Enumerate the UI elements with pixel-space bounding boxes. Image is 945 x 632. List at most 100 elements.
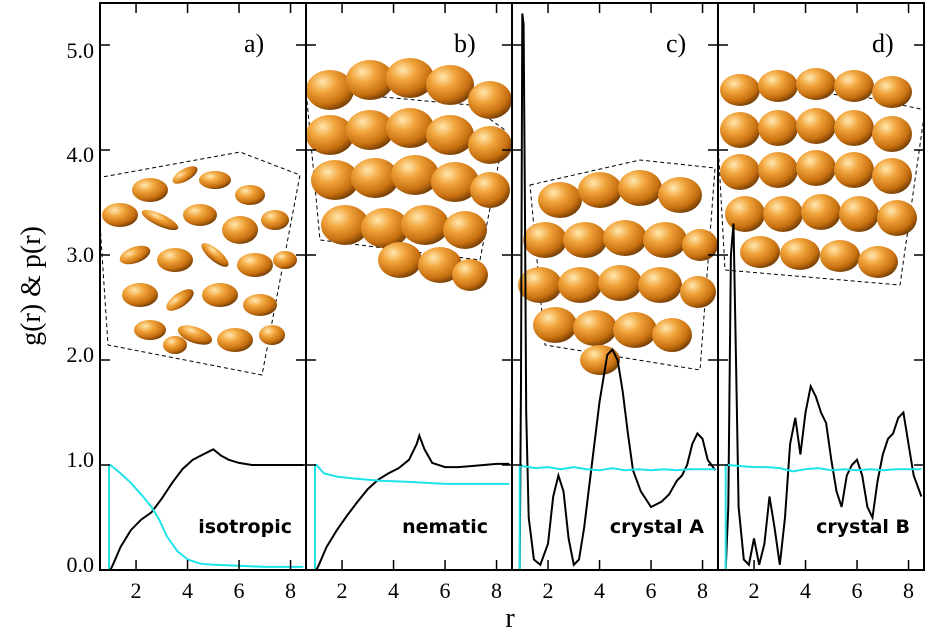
particle <box>122 283 158 307</box>
x-axis-title: r <box>505 603 515 632</box>
particle-snapshot-nematic <box>306 58 512 291</box>
particle <box>119 245 151 265</box>
particle <box>796 150 836 186</box>
particle <box>533 307 577 343</box>
x-tick-label: 2 <box>131 578 142 603</box>
particle <box>801 194 841 230</box>
particle <box>132 178 168 202</box>
particle <box>720 154 760 190</box>
particle <box>199 171 231 189</box>
particle <box>386 108 434 148</box>
particle <box>652 318 692 352</box>
y-tick-label: 2.0 <box>67 342 95 367</box>
particle <box>580 345 620 375</box>
particle <box>613 312 657 348</box>
panel-label-b: b) <box>454 29 476 58</box>
particle <box>740 236 780 268</box>
particle <box>235 185 265 205</box>
particle <box>172 166 198 184</box>
particle <box>820 240 860 272</box>
particle <box>538 182 582 218</box>
particle <box>183 204 217 226</box>
particle <box>872 76 912 108</box>
phase-label-c: crystal A <box>610 516 704 538</box>
particle <box>163 336 187 354</box>
particle <box>763 196 803 232</box>
p-curve-a <box>108 464 304 570</box>
particle <box>177 325 213 345</box>
particle <box>468 126 512 164</box>
x-tick-label: 8 <box>285 578 296 603</box>
particle <box>222 216 258 244</box>
simulation-box <box>100 151 301 376</box>
x-tick-label: 8 <box>903 578 914 603</box>
particle <box>201 243 229 267</box>
particle <box>386 58 434 98</box>
particle <box>578 172 622 208</box>
x-tick-label: 6 <box>852 578 863 603</box>
particle <box>141 209 179 231</box>
particle <box>321 205 369 245</box>
particle <box>468 81 512 119</box>
g-curve-c <box>518 13 717 571</box>
particle <box>157 248 193 272</box>
particle <box>758 70 798 102</box>
particle <box>720 112 760 148</box>
particle <box>243 294 277 316</box>
x-tick-label: 4 <box>594 578 605 603</box>
particle <box>443 211 487 249</box>
particle <box>523 222 567 258</box>
particle <box>391 155 439 195</box>
y-tick-label: 4.0 <box>67 142 95 167</box>
x-tick-label: 2 <box>749 578 760 603</box>
particle <box>877 200 917 236</box>
particle <box>426 65 474 105</box>
particle <box>858 246 898 278</box>
particle <box>658 177 702 213</box>
particle <box>598 265 642 301</box>
x-tick-label: 6 <box>646 578 657 603</box>
particle <box>758 152 798 188</box>
x-tick-labels: 2 4 6 8 2 4 6 8 2 4 6 8 2 4 6 8 <box>131 578 914 603</box>
x-tick-label: 2 <box>337 578 348 603</box>
simulation-box <box>718 87 924 286</box>
phase-label-a: isotropic <box>198 516 292 538</box>
panel-label-a: a) <box>244 29 264 58</box>
particle <box>680 276 716 308</box>
particle <box>682 229 718 261</box>
particle <box>217 328 253 352</box>
particle <box>102 203 138 227</box>
panel-frame <box>717 2 925 571</box>
particle <box>839 196 879 232</box>
p-curve-d <box>724 464 922 570</box>
p-curve-c <box>518 463 716 570</box>
x-tick-label: 4 <box>182 578 193 603</box>
particle <box>618 170 662 206</box>
x-tick-label: 8 <box>491 578 502 603</box>
y-tick-label: 5.0 <box>67 38 95 63</box>
particle-snapshot-crystal-a <box>518 159 718 375</box>
particle <box>758 110 798 146</box>
y-tick-label: 3.0 <box>67 242 95 267</box>
panel-c: c) crystal A <box>518 13 718 571</box>
g-curve-d <box>724 223 923 571</box>
phase-label-b: nematic <box>402 516 488 538</box>
particle <box>259 325 285 345</box>
particle <box>306 70 354 110</box>
particle <box>558 267 602 303</box>
particle <box>378 242 422 278</box>
particle <box>418 247 462 283</box>
particle <box>518 267 562 303</box>
particle <box>202 283 238 307</box>
particle <box>643 222 687 258</box>
particle <box>361 208 409 248</box>
panel-frames <box>99 2 925 571</box>
g-curve-b <box>315 432 510 571</box>
panel-d: d) crystal B <box>718 29 924 571</box>
x-tick-label: 2 <box>543 578 554 603</box>
particle <box>273 251 297 269</box>
particle <box>872 116 912 152</box>
particle <box>134 320 166 340</box>
x-tick-label: 4 <box>800 578 811 603</box>
